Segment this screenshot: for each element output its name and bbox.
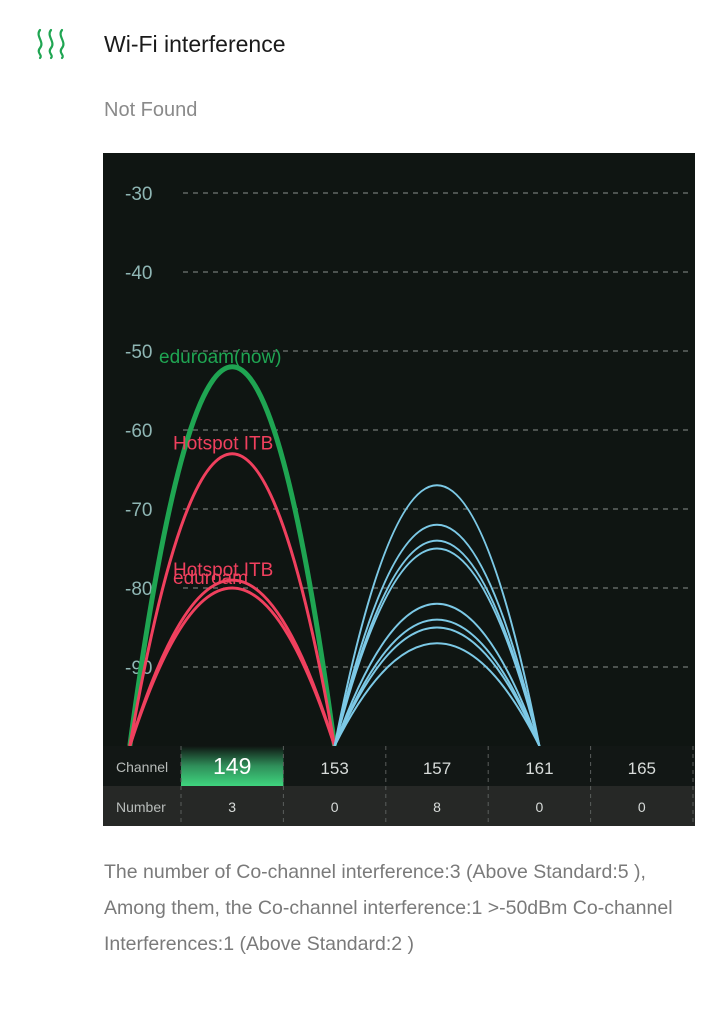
signal-arc <box>333 626 541 747</box>
y-tick-label: -30 <box>125 184 152 205</box>
header: Wi-Fi interference <box>0 0 724 90</box>
channel-count: 3 <box>228 799 236 815</box>
channel-label[interactable]: 161 <box>525 759 553 778</box>
channel-row-label: Channel <box>116 759 168 775</box>
channel-label[interactable]: 157 <box>423 759 451 778</box>
signal-arc-named <box>127 364 338 747</box>
y-tick-label: -60 <box>125 421 152 442</box>
channel-count: 0 <box>331 799 339 815</box>
signal-arc-named <box>128 452 337 747</box>
page-title: Wi-Fi interference <box>104 31 286 57</box>
chart-svg: -30-40-50-60-70-80-90eduroam(now)Hotspot… <box>103 153 695 826</box>
y-tick-label: -80 <box>125 579 152 600</box>
signal-arc <box>333 618 541 747</box>
interference-summary: The number of Co-channel interference:3 … <box>104 861 673 955</box>
signal-arc <box>333 602 541 747</box>
selected-channel-highlight <box>181 746 284 786</box>
channel-count: 0 <box>638 799 646 815</box>
channel-count: 8 <box>433 799 441 815</box>
y-tick-label: -40 <box>125 263 152 284</box>
network-label: Hotspot ITB <box>173 560 273 581</box>
channel-label[interactable]: 153 <box>320 759 348 778</box>
status-text: Not Found <box>104 99 198 121</box>
interference-chart: -30 -40 -50 -60 -70 -80 -90 eduroam(now) Hotspot… <box>103 153 695 826</box>
network-label: Hotspot ITB <box>173 434 273 455</box>
y-tick-label: -50 <box>125 342 152 363</box>
number-row-label: Number <box>116 799 166 815</box>
signal-arc <box>333 642 541 747</box>
wifi-interference-icon <box>37 28 65 60</box>
network-label: eduroam(now) <box>159 347 282 368</box>
chart-background <box>103 153 695 826</box>
channel-label[interactable]: 165 <box>628 759 656 778</box>
number-row <box>103 786 695 826</box>
channel-label[interactable]: 149 <box>213 753 251 779</box>
signal-arc <box>333 484 541 747</box>
signal-arc <box>333 539 541 747</box>
signal-arc-named <box>128 586 337 747</box>
channel-count: 0 <box>536 799 544 815</box>
signal-arc <box>333 547 541 747</box>
signal-arc <box>333 523 541 747</box>
network-label: eduroam <box>173 568 248 589</box>
y-tick-label: -70 <box>125 500 152 521</box>
